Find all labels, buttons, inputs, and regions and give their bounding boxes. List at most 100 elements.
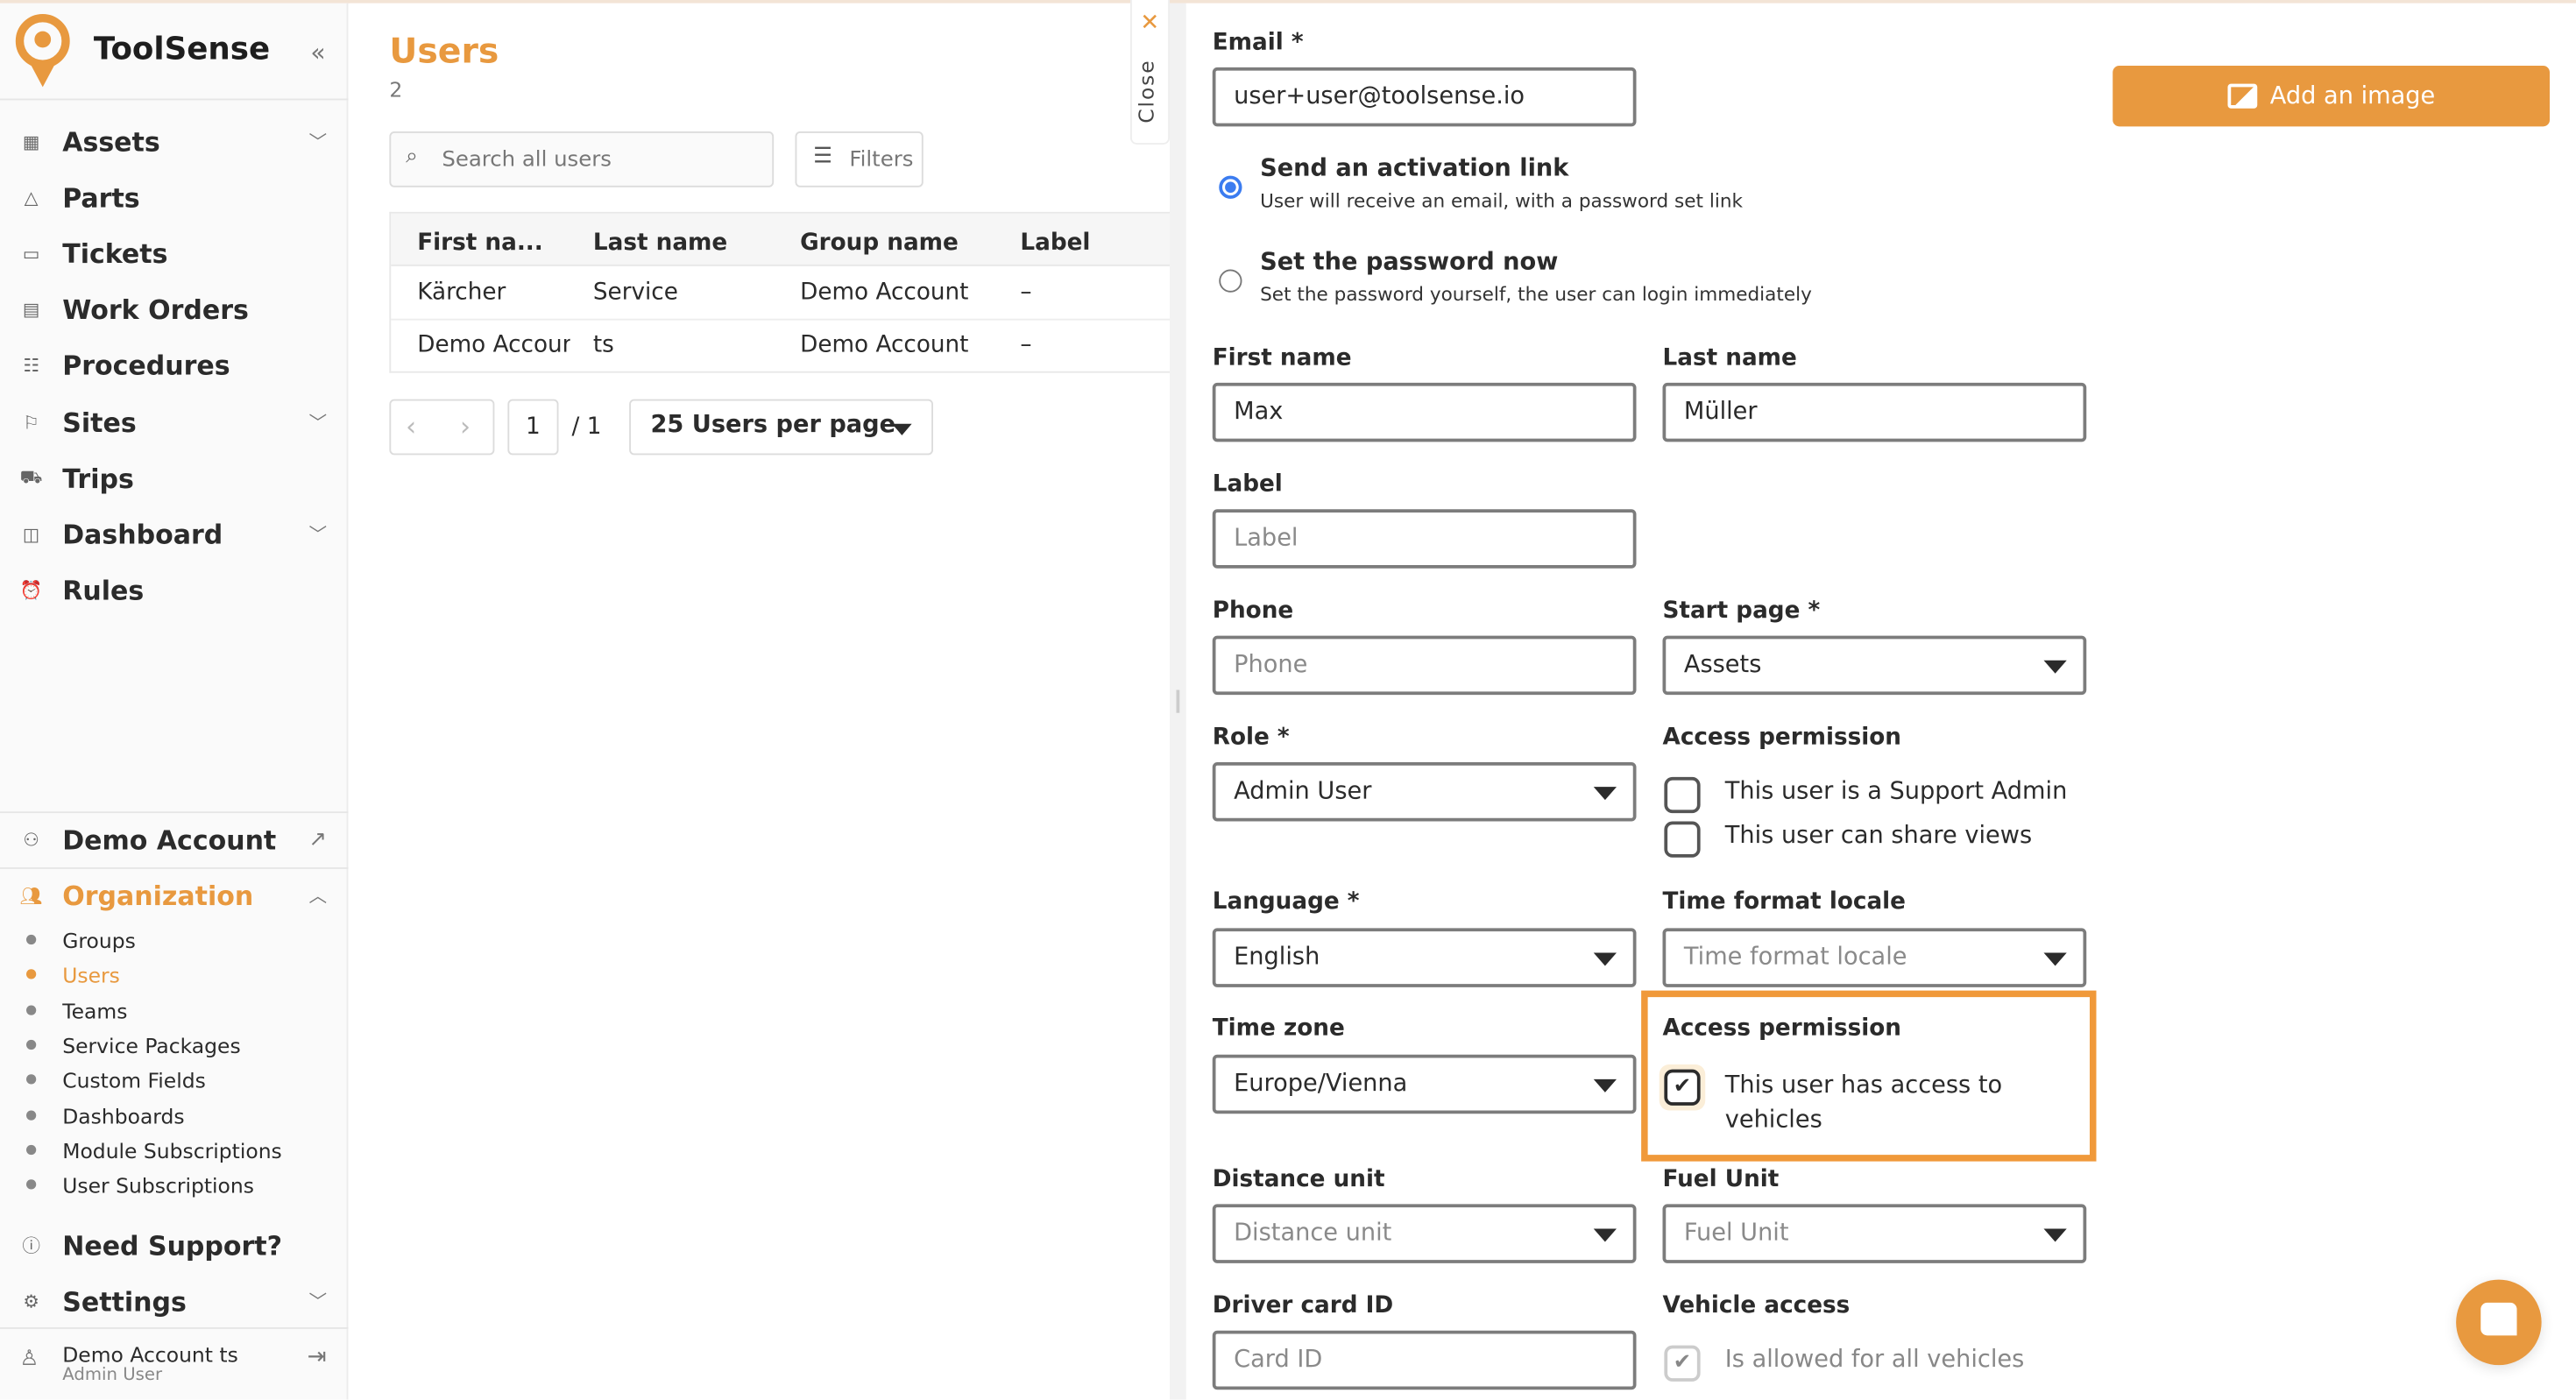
current-user-role: Admin User [62,1365,163,1385]
vehicle-access-label: Vehicle access [1662,1292,1851,1319]
share-views-text: This user can share views [1724,823,2033,850]
radio-set-password-now[interactable] [1219,269,1242,293]
sidebar-item-work-orders[interactable]: ▤ Work Orders [0,286,349,332]
caret-down-icon [2043,1228,2067,1242]
language-label: Language * [1212,888,1360,916]
bullet [26,1039,37,1050]
per-page-select[interactable]: 25 Users per page [629,399,933,456]
fuel-unit-select[interactable]: Fuel Unit [1662,1204,2087,1263]
column-header-label[interactable]: Label [1020,230,1091,257]
vehicle-access-permission-checkbox[interactable]: ✔ [1664,1069,1701,1106]
flag-icon: ⚐ [23,411,39,434]
column-header-group-name[interactable]: Group name [800,230,959,257]
sidebar-item-tickets[interactable]: ▭ Tickets [0,230,349,277]
cell-first-name: Demo Account [417,331,570,358]
subitem-label: Users [62,961,120,986]
filters-button[interactable]: ☰ Filters [795,131,924,187]
last-name-label: Last name [1662,344,1797,371]
page-number-input[interactable]: 1 [507,399,559,456]
column-header-first-name[interactable]: First na... [417,230,543,257]
chevron-up-icon[interactable]: ︿ [308,885,328,907]
sidebar-item-label: Assets [62,125,160,158]
sidebar-item-dashboard[interactable]: ◫ Dashboard ﹀ [0,511,349,557]
first-name-field[interactable]: Max [1212,382,1637,442]
vehicle-permission-text: This user has access to vehicles [1724,1072,2003,1134]
dashboard-icon: ◫ [22,523,40,545]
support-admin-checkbox[interactable] [1664,776,1701,814]
sidebar-item-assets[interactable]: ▦ Assets ﹀ [0,118,349,165]
share-views-checkbox[interactable] [1664,821,1701,858]
close-panel-tab[interactable]: ✕ Close [1130,0,1170,145]
close-label: Close [1133,59,1158,124]
truck-icon: ⛟ [19,465,43,487]
sidebar-item-parts[interactable]: △ Parts [0,174,349,221]
column-header-last-name[interactable]: Last name [592,230,728,257]
table-header [391,213,1171,266]
user-form-panel [1185,3,2576,1400]
caret-down-icon [2043,952,2067,966]
chevron-down-icon[interactable]: ﹀ [308,524,328,546]
radio-option-title: Send an activation link [1260,156,1569,183]
vehicle-permission-label: Access permission [1662,1015,1901,1042]
double-chevron-left-icon[interactable]: « [310,38,326,67]
bullet [26,969,37,979]
chat-button[interactable] [2456,1279,2542,1366]
language-select[interactable]: English [1212,928,1637,987]
per-page-value: 25 Users per page [650,412,896,439]
last-name-field[interactable]: Müller [1662,382,2087,442]
sidebar-item-label: Organization [62,880,254,911]
ticket-icon: ▭ [22,242,40,264]
brand-name: ToolSense [93,31,271,67]
radio-send-activation-link[interactable] [1219,175,1242,199]
driver-card-field[interactable]: Card ID [1212,1330,1637,1390]
arrow-up-right-icon[interactable]: ↗ [308,827,327,852]
label-field[interactable]: Label [1212,509,1637,569]
current-user-name: Demo Account ts [62,1341,238,1367]
distance-unit-select[interactable]: Distance unit [1212,1204,1637,1263]
time-format-select[interactable]: Time format locale [1662,928,2087,987]
close-icon[interactable]: ✕ [1140,10,1160,37]
subitem-label: Groups [62,927,136,952]
sidebar-item-label: Need Support? [62,1229,283,1262]
sidebar-item-need-support[interactable]: ⓘ Need Support? [0,1222,349,1269]
cell-label: – [1020,331,1032,358]
chevron-down-icon[interactable]: ﹀ [308,412,328,434]
bullet [26,1110,37,1121]
cell-first-name: Kärcher [417,279,506,306]
chevron-down-icon[interactable]: ﹀ [308,1290,328,1313]
top-border [0,0,2576,4]
sidebar-item-trips[interactable]: ⛟ Trips [0,455,349,501]
caret-down-icon [1593,1078,1617,1092]
checkmark-icon: ✔ [1673,1350,1692,1375]
sidebar-item-settings[interactable]: ⚙ Settings ﹀ [0,1278,349,1325]
sidebar-item-label: Settings [62,1285,187,1317]
logout-icon[interactable]: ⇥ [307,1343,327,1370]
fuel-unit-label: Fuel Unit [1662,1166,1780,1193]
sidebar-item-demo-account[interactable]: ⚇ Demo Account ↗ [0,817,349,863]
page-title: Users [389,31,499,71]
bullet [26,1144,37,1156]
sidebar-item-organization[interactable]: 👥︎ Organization ︿ [0,873,349,919]
role-select[interactable]: Admin User [1212,762,1637,822]
users-icon: 👥︎ [19,884,43,907]
chevron-left-icon[interactable]: ‹ [406,410,417,442]
chat-bubble-icon [2480,1302,2517,1336]
parts-icon: △ [24,186,39,209]
radio-option-desc: User will receive an email, with a passw… [1260,188,1743,212]
time-zone-select[interactable]: Europe/Vienna [1212,1054,1637,1114]
phone-field[interactable]: Phone [1212,635,1637,696]
add-image-button[interactable]: Add an image [2112,66,2550,127]
bullet [26,1074,37,1085]
start-page-select[interactable]: Assets [1662,635,2087,696]
chevron-right-icon[interactable]: › [460,410,471,442]
phone-label: Phone [1212,597,1294,625]
subitem-label: Dashboards [62,1103,185,1128]
panel-resize-handle[interactable] [1170,3,1186,1400]
search-input[interactable]: ⌕ Search all users [389,131,775,187]
chevron-down-icon[interactable]: ﹀ [308,131,328,153]
sidebar-item-procedures[interactable]: ☷ Procedures [0,342,349,388]
sidebar-item-sites[interactable]: ⚐ Sites ﹀ [0,399,349,446]
email-field[interactable]: user+user@toolsense.io [1212,67,1637,127]
sidebar-item-rules[interactable]: ⏰ Rules [0,567,349,613]
email-label: Email * [1212,29,1304,56]
